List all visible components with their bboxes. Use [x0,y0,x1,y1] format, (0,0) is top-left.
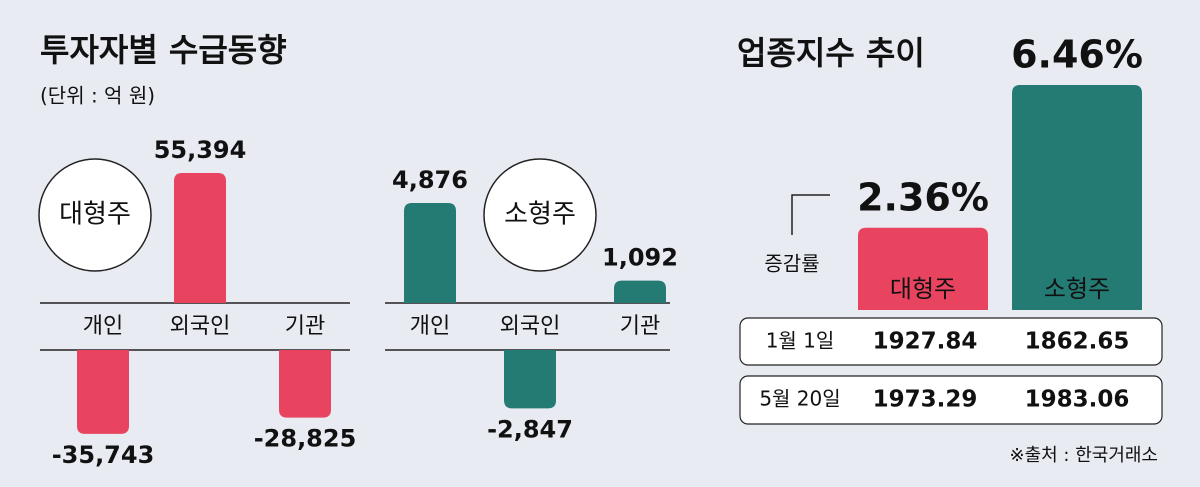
x-tick-label: 외국인 [170,314,231,339]
x-tick-label: 기관 [620,314,660,339]
value-label: 6.46% [1011,33,1143,77]
value-label: 4,876 [392,166,468,194]
table-row [739,317,1163,366]
label-circle [483,158,597,272]
value-label: 1,092 [602,244,678,272]
source: ※출처 : 한국거래소 [1009,445,1158,466]
bar [404,203,456,303]
bar-label: 소형주 [1044,275,1110,303]
table-cell: 5월 20일 [759,387,840,411]
x-tick-label: 개인 [410,314,450,339]
x-tick-label: 외국인 [500,314,561,339]
table-cell: 1862.65 [1025,329,1130,355]
value-label: -2,847 [487,415,573,443]
label-circle [38,158,152,272]
table-cell: 1973.29 [873,387,978,413]
value-label: 55,394 [154,136,247,164]
chart-label: 소형주 [504,200,576,230]
bar [279,350,331,418]
chart-label: 대형주 [59,200,131,230]
bar [174,173,226,303]
bar [1012,85,1142,310]
table-row [739,375,1163,425]
table-cell: 1927.84 [873,329,978,355]
bar-label: 대형주 [890,275,956,303]
bracket [791,194,830,235]
value-label: -35,743 [52,441,155,469]
bar [858,227,988,310]
chart-title: 업종지수 추이 [737,34,925,72]
title: 투자자별 수급동향 [40,31,287,69]
bar [614,280,666,303]
table-cell: 1월 1일 [766,329,835,353]
bar [504,350,556,409]
x-tick-label: 개인 [83,314,123,339]
value-label: 2.36% [857,175,989,219]
value-label: -28,825 [254,425,357,453]
bar [77,350,129,434]
y-label: 증감률 [764,252,819,276]
x-tick-label: 기관 [285,314,325,339]
table-cell: 1983.06 [1025,387,1130,413]
unit: (단위 : 억 원) [40,84,155,108]
